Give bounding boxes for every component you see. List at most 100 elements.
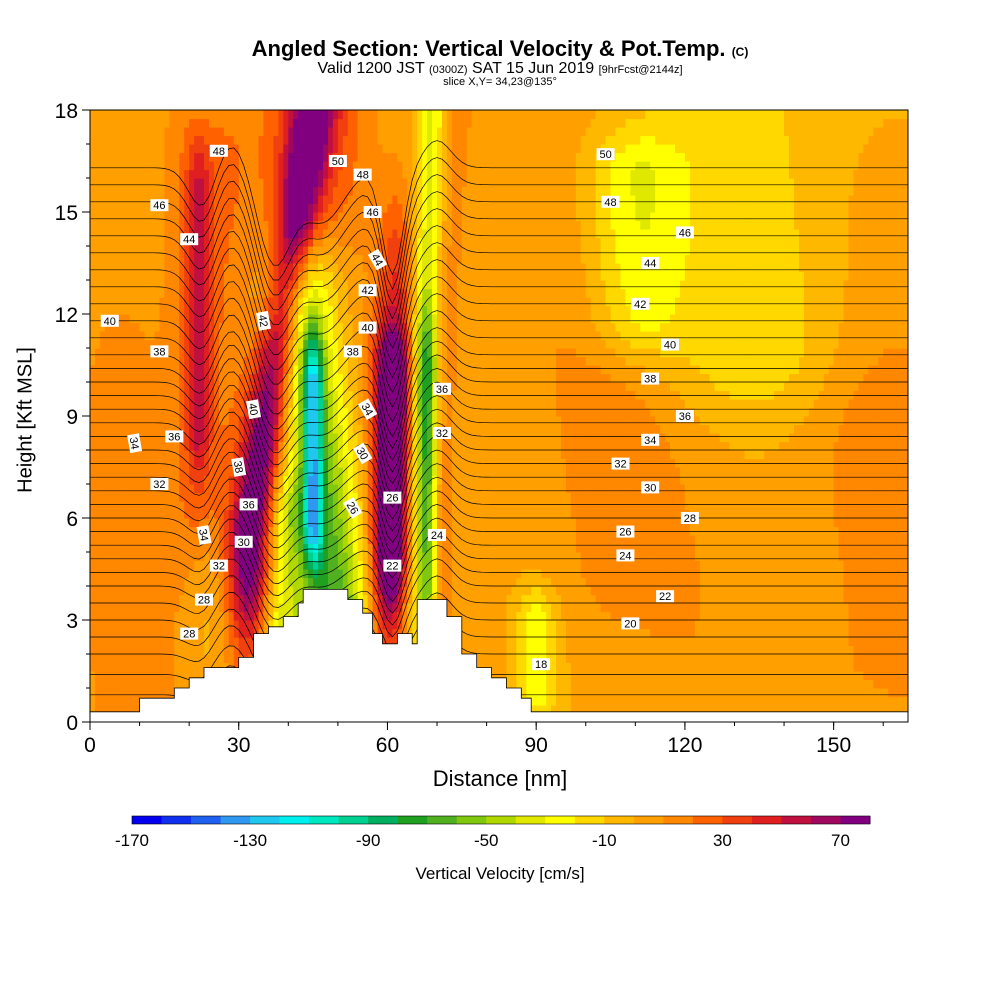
velocity-cell xyxy=(298,297,304,307)
velocity-cell xyxy=(119,611,126,621)
velocity-cell xyxy=(387,144,394,154)
velocity-cell xyxy=(159,288,165,298)
velocity-cell xyxy=(432,552,438,562)
velocity-cell xyxy=(352,212,359,222)
velocity-cell xyxy=(223,331,230,341)
forecast-info: [9hrFcst@2144z] xyxy=(598,64,683,76)
velocity-cell xyxy=(154,441,161,451)
velocity-cell xyxy=(377,611,384,621)
velocity-cell xyxy=(164,662,170,672)
velocity-cell xyxy=(169,314,175,324)
velocity-cell xyxy=(397,178,403,188)
velocity-cell xyxy=(243,645,250,655)
velocity-cell xyxy=(412,161,418,171)
velocity-cell xyxy=(337,501,344,511)
velocity-cell xyxy=(248,424,255,434)
velocity-cell xyxy=(313,526,319,536)
velocity-cell xyxy=(323,484,329,494)
velocity-cell xyxy=(263,237,270,247)
velocity-cell xyxy=(114,492,121,502)
velocity-cell xyxy=(293,433,299,443)
velocity-cell xyxy=(179,118,185,128)
velocity-cell xyxy=(139,492,146,502)
velocity-cell xyxy=(253,552,260,562)
velocity-cell xyxy=(90,186,96,196)
velocity-cell xyxy=(164,382,170,392)
velocity-cell xyxy=(332,322,339,332)
velocity-cell xyxy=(263,373,270,383)
velocity-cell xyxy=(90,118,96,128)
velocity-cell xyxy=(174,501,180,511)
velocity-cell xyxy=(422,297,428,307)
velocity-cell xyxy=(407,331,413,341)
velocity-cell xyxy=(94,577,101,587)
velocity-cell xyxy=(397,110,403,120)
velocity-cell xyxy=(352,441,359,451)
velocity-cell xyxy=(387,467,394,477)
velocity-cell xyxy=(412,382,418,392)
velocity-cell xyxy=(258,254,265,264)
velocity-cell xyxy=(159,577,165,587)
velocity-cell xyxy=(139,348,146,358)
velocity-cell xyxy=(392,254,398,264)
velocity-cell xyxy=(149,518,156,528)
velocity-cell xyxy=(243,586,250,596)
velocity-cell xyxy=(258,288,265,298)
velocity-cell xyxy=(104,203,111,213)
velocity-cell xyxy=(174,628,180,638)
velocity-cell xyxy=(238,186,245,196)
velocity-cell xyxy=(90,628,96,638)
velocity-cell xyxy=(402,118,408,128)
velocity-cell xyxy=(357,382,364,392)
velocity-cell xyxy=(114,195,121,205)
velocity-cell xyxy=(327,407,334,417)
velocity-cell xyxy=(377,560,384,570)
velocity-cell xyxy=(427,475,433,485)
velocity-cell xyxy=(109,492,116,502)
velocity-cell xyxy=(332,331,339,341)
velocity-cell xyxy=(327,543,334,553)
velocity-cell xyxy=(139,161,146,171)
velocity-cell xyxy=(184,144,190,154)
velocity-cell xyxy=(273,560,279,570)
velocity-cell xyxy=(94,441,101,451)
velocity-cell xyxy=(94,705,101,715)
velocity-cell xyxy=(179,382,185,392)
velocity-cell xyxy=(332,399,339,409)
velocity-cell xyxy=(387,348,394,358)
velocity-cell xyxy=(124,628,131,638)
velocity-cell xyxy=(149,569,156,579)
velocity-cell xyxy=(313,501,319,511)
velocity-cell xyxy=(342,212,349,222)
velocity-cell xyxy=(367,594,374,604)
velocity-cell xyxy=(377,356,384,366)
velocity-cell xyxy=(228,322,235,332)
velocity-cell xyxy=(134,424,141,434)
velocity-cell xyxy=(218,662,225,672)
velocity-cell xyxy=(243,144,250,154)
velocity-cell xyxy=(318,382,324,392)
velocity-cell xyxy=(164,569,170,579)
velocity-cell xyxy=(169,169,175,179)
velocity-cell xyxy=(253,212,260,222)
velocity-cell xyxy=(268,297,275,307)
velocity-cell xyxy=(248,348,255,358)
velocity-cell xyxy=(402,314,408,324)
velocity-cell xyxy=(129,645,136,655)
velocity-cell xyxy=(417,356,423,366)
velocity-cell xyxy=(367,246,374,256)
velocity-cell xyxy=(199,475,205,485)
velocity-cell xyxy=(189,195,195,205)
velocity-cell xyxy=(268,110,275,120)
velocity-cell xyxy=(228,186,235,196)
velocity-cell xyxy=(318,169,324,179)
velocity-cell xyxy=(184,127,190,137)
velocity-cell xyxy=(407,424,413,434)
velocity-cell xyxy=(362,509,369,519)
velocity-cell xyxy=(327,212,334,222)
velocity-cell xyxy=(179,611,185,621)
velocity-cell xyxy=(94,297,101,307)
velocity-cell xyxy=(223,203,230,213)
velocity-cell xyxy=(154,552,161,562)
velocity-cell xyxy=(382,382,389,392)
